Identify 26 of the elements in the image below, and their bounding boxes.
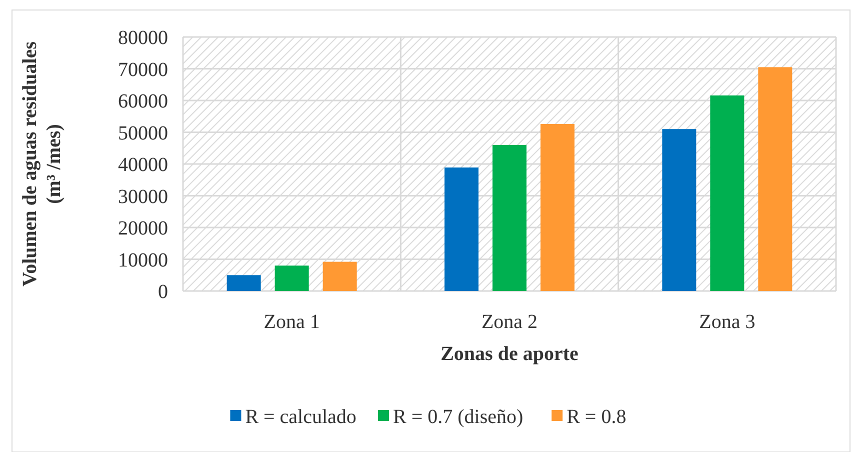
bar <box>274 266 309 291</box>
y-tick-label: 80000 <box>118 27 168 49</box>
bar <box>662 129 696 291</box>
y-tick-label: 60000 <box>118 90 168 112</box>
bar <box>758 67 792 291</box>
legend-label: R = 0.7 (diseño) <box>393 406 524 428</box>
bar <box>444 167 478 291</box>
y-axis-title: Volumen de aguas residuales (m³ /mes) <box>19 41 65 287</box>
x-tick-label: Zona 3 <box>699 311 756 333</box>
x-tick-label: Zona 1 <box>264 311 320 333</box>
bar <box>540 124 574 291</box>
bar <box>226 275 261 291</box>
y-tick-label: 70000 <box>118 58 168 81</box>
bar <box>492 144 526 291</box>
y-tick-label: 0 <box>158 281 168 303</box>
y-tick-label: 40000 <box>118 154 168 176</box>
x-tick-label: Zona 2 <box>481 311 538 333</box>
bar <box>710 95 744 291</box>
x-axis-title: Zonas de aporte <box>440 343 579 365</box>
legend-label: R = 0.8 <box>566 406 626 428</box>
y-tick-label: 20000 <box>118 218 168 240</box>
bar <box>322 262 357 291</box>
y-tick-label: 50000 <box>118 122 168 144</box>
legend-label: R = calculado <box>245 406 356 428</box>
y-tick-label: 10000 <box>118 249 168 272</box>
y-tick-label: 30000 <box>118 186 168 208</box>
